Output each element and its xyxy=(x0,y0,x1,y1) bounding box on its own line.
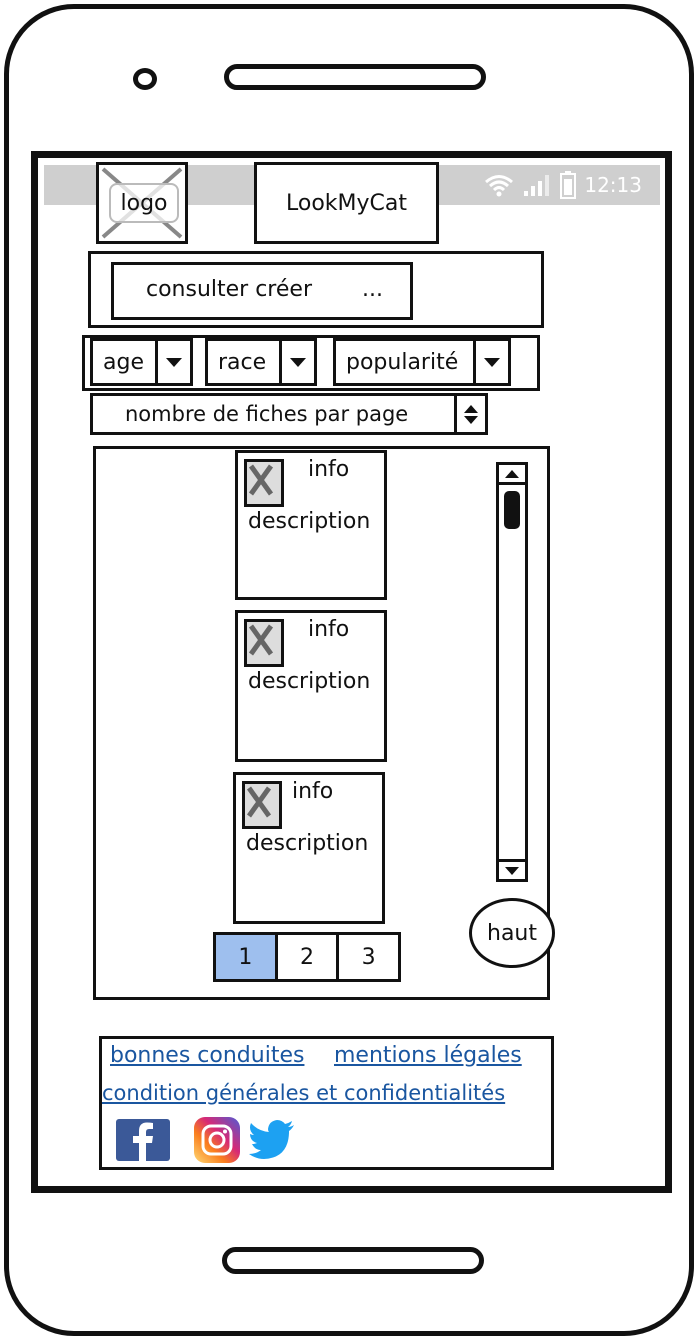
filter-race-dropdown[interactable]: race xyxy=(205,338,317,386)
logo-label-box: logo xyxy=(109,183,179,223)
link-bonnes-conduites[interactable]: bonnes conduites xyxy=(110,1043,305,1068)
stepper-arrows-icon[interactable] xyxy=(454,396,485,432)
instagram-icon[interactable] xyxy=(194,1117,240,1163)
nav-bar: consulter créer ... xyxy=(88,251,544,328)
page-1-button[interactable]: 1 xyxy=(216,935,278,979)
status-time: 12:13 xyxy=(584,173,642,197)
scroll-up-arrow[interactable] xyxy=(499,465,525,485)
page-2-button[interactable]: 2 xyxy=(278,935,340,979)
scrollbar[interactable] xyxy=(496,462,528,882)
chevron-down-icon xyxy=(155,341,190,383)
filter-age-label: age xyxy=(103,349,144,375)
logo-label: logo xyxy=(120,190,168,216)
page-3-button[interactable]: 3 xyxy=(361,944,376,970)
image-placeholder-icon xyxy=(242,781,282,829)
card-description: description xyxy=(246,831,369,856)
cat-card[interactable]: info description xyxy=(235,450,387,600)
status-icons: 12:13 xyxy=(484,165,642,205)
scroll-top-button[interactable]: haut xyxy=(469,898,555,968)
scroll-top-label: haut xyxy=(487,920,537,946)
pagination: 1 2 3 xyxy=(213,932,401,982)
battery-icon xyxy=(560,171,577,199)
chevron-down-icon xyxy=(473,341,508,383)
app-title: LookMyCat xyxy=(254,162,439,244)
cat-card[interactable]: info description xyxy=(235,610,387,762)
scroll-thumb[interactable] xyxy=(504,491,520,529)
app-title-text: LookMyCat xyxy=(286,190,407,216)
filter-popularity-label: popularité xyxy=(346,349,459,375)
signal-icon xyxy=(524,175,550,196)
home-button[interactable] xyxy=(222,1247,484,1274)
chevron-down-icon xyxy=(279,341,314,383)
card-info: info xyxy=(308,617,350,642)
link-conditions-generales[interactable]: condition générales et confidentialités xyxy=(102,1081,506,1105)
nav-more[interactable]: ... xyxy=(362,277,383,302)
card-description: description xyxy=(248,669,371,694)
filter-age-dropdown[interactable]: age xyxy=(90,338,193,386)
nav-menu-label[interactable]: consulter créer xyxy=(146,277,312,302)
footer: bonnes conduites mentions légales condit… xyxy=(99,1036,554,1170)
card-info: info xyxy=(292,779,334,804)
card-info: info xyxy=(308,457,350,482)
per-page-label: nombre de fiches par page xyxy=(125,402,409,426)
wifi-icon xyxy=(485,175,514,197)
camera-icon xyxy=(133,68,157,90)
facebook-icon[interactable] xyxy=(116,1119,170,1161)
speaker-grille xyxy=(224,64,486,90)
twitter-icon[interactable] xyxy=(248,1119,296,1161)
card-description: description xyxy=(248,509,371,534)
cat-card[interactable]: info description xyxy=(233,772,385,924)
filter-race-label: race xyxy=(218,349,267,375)
image-placeholder-icon xyxy=(244,459,284,507)
image-placeholder-icon xyxy=(244,619,284,667)
per-page-stepper[interactable]: nombre de fiches par page xyxy=(90,393,488,435)
filter-popularity-dropdown[interactable]: popularité xyxy=(333,338,511,386)
nav-menu[interactable]: consulter créer ... xyxy=(111,262,413,320)
logo[interactable]: logo xyxy=(96,162,188,244)
link-mentions-legales[interactable]: mentions légales xyxy=(334,1043,522,1068)
scroll-down-arrow[interactable] xyxy=(499,859,525,879)
